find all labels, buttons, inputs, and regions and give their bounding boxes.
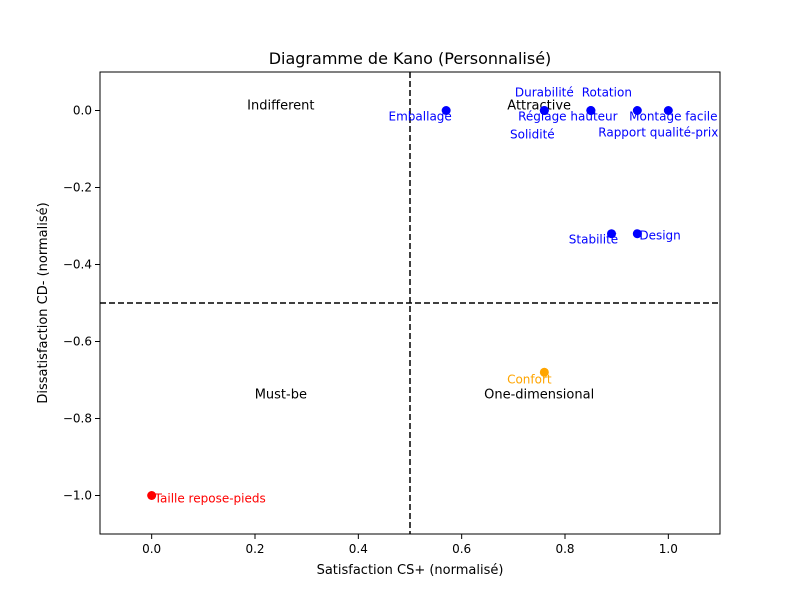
y-tick-label: 0.0 xyxy=(73,104,92,118)
quadrant-label: Indifferent xyxy=(247,99,314,114)
quadrant-label: Must-be xyxy=(255,387,307,402)
point-label: Design xyxy=(639,229,680,243)
data-point xyxy=(147,491,157,500)
data-point xyxy=(539,367,549,377)
axis-ticks: 0.0 0.2 0.4 0.6 0.8 1.0 0.0 −0.2 −0.4 −0.6 −0.8 −1.… xyxy=(63,104,678,557)
point-label: Réglage hauteur xyxy=(518,110,618,124)
data-point xyxy=(632,229,642,239)
point-label: Emballage xyxy=(389,110,452,124)
point-label: Stabilité xyxy=(569,233,618,247)
x-tick-label: 0.6 xyxy=(452,542,471,556)
y-tick-label: −0.2 xyxy=(63,181,92,195)
data-point xyxy=(632,106,642,115)
x-tick-label: 0.8 xyxy=(555,542,574,556)
x-tick-label: 0.0 xyxy=(142,542,161,556)
data-point xyxy=(607,229,616,239)
x-tick-label: 0.4 xyxy=(349,542,368,556)
point-label: Rapport qualité-prix xyxy=(598,126,718,140)
point-label: Solidité xyxy=(510,128,555,142)
y-tick-label: −0.8 xyxy=(63,412,92,426)
y-axis-label: Dissatisfaction CD- (normalisé) xyxy=(36,202,51,403)
data-point xyxy=(441,106,451,115)
quadrant-label: One-dimensional xyxy=(484,387,594,402)
x-tick-label: 1.0 xyxy=(659,542,678,556)
point-label: Taille repose-pieds xyxy=(154,492,266,506)
chart-title: Diagramme de Kano (Personnalisé) xyxy=(269,49,552,68)
point-label: Durabilité xyxy=(515,86,574,100)
data-point xyxy=(663,106,673,115)
quadrant-label: Attractive xyxy=(507,99,571,114)
x-axis-label: Satisfaction CS+ (normalisé) xyxy=(317,563,504,578)
plot-area: Indifferent Attractive Must-be One-dimensio… xyxy=(100,72,720,534)
point-label: Montage facile xyxy=(629,110,717,124)
point-label: Rotation xyxy=(582,86,632,100)
plot-frame xyxy=(99,71,721,535)
x-tick-label: 0.2 xyxy=(245,542,264,556)
y-tick-label: −0.4 xyxy=(63,258,92,272)
y-tick-label: −1.0 xyxy=(63,489,92,503)
data-point xyxy=(539,106,549,115)
point-label: Confort xyxy=(507,372,552,386)
y-tick-label: −0.6 xyxy=(63,335,92,349)
data-point xyxy=(586,106,596,115)
